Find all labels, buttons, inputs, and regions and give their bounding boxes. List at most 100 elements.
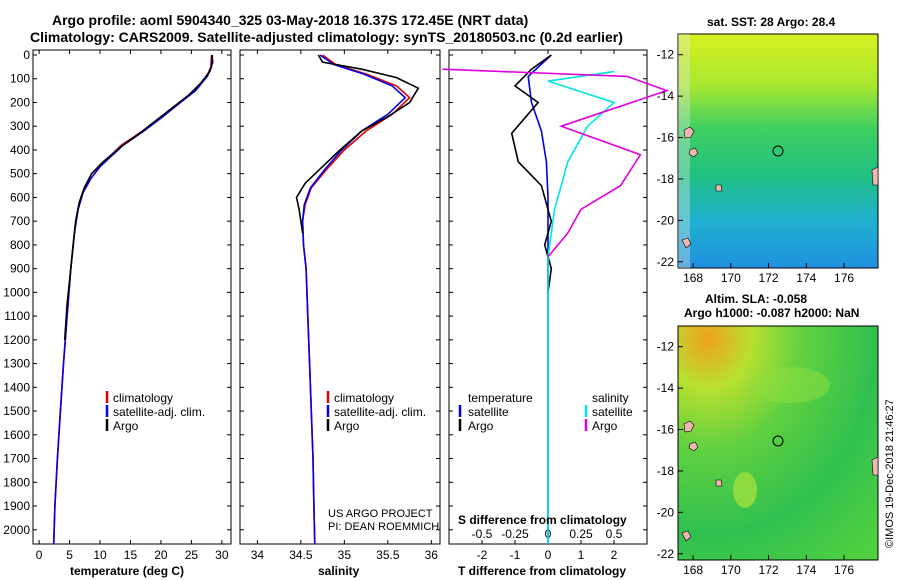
depth-tick-label: 1600	[3, 428, 30, 442]
map-lon-tick-label: 172	[759, 271, 779, 285]
depth-tick-label: 1100	[4, 309, 30, 323]
temperature-xtick-label: 30	[215, 548, 229, 562]
difference-xtick-label: -2	[477, 548, 488, 562]
temperature-panel	[32, 49, 232, 545]
difference-series-argo	[442, 68, 670, 258]
map-lat-tick-label: -14	[657, 89, 675, 103]
temperature-series-satellite-adj-clim-	[52, 54, 213, 545]
legend-satellite-adj: satellite-adj. clim.	[334, 405, 426, 419]
temperature-xtick-label: 20	[154, 548, 168, 562]
depth-axis: 0 100 200 300 400 500 600 700 800 900 1000 1100 1200…	[3, 48, 647, 537]
depth-tick-label: 700	[10, 214, 30, 228]
map-lon-tick-label: 176	[834, 271, 854, 285]
map-lon-tick-label: 176	[834, 563, 854, 577]
salinity-series-satellite-adj-clim-	[301, 54, 407, 545]
temperature-xtick-label: 5	[66, 548, 73, 562]
difference-xtick-label: 2	[611, 548, 618, 562]
salinity-series-argo	[295, 54, 420, 234]
sla-map	[677, 325, 879, 561]
difference-series-satellite	[527, 54, 552, 544]
s-diff-tick-label: -0.25	[501, 527, 529, 541]
map-lat-tick-label: -20	[657, 213, 675, 227]
legend-argo: Argo	[334, 419, 360, 433]
legend-s-satellite: satellite	[592, 405, 633, 419]
difference-series-satellite	[547, 70, 616, 544]
depth-tick-label: 1800	[3, 475, 30, 489]
title-line-2: Climatology: CARS2009. Satellite-adjuste…	[30, 29, 623, 45]
sla-map-title-2: Argo h1000: -0.087 h2000: NaN	[684, 306, 859, 320]
sst-map-title: sat. SST: 28 Argo: 28.4	[707, 15, 836, 29]
depth-tick-label: 1400	[3, 380, 30, 394]
map-lon-tick-label: 170	[721, 271, 741, 285]
legend-salinity-title: salinity	[592, 391, 629, 405]
salinity-xtick-label: 35.5	[376, 548, 400, 562]
depth-tick-label: 200	[10, 95, 30, 109]
temperature-xtick-label: 15	[124, 548, 138, 562]
salinity-xtick-label: 35	[338, 548, 352, 562]
depth-tick-label: 900	[10, 262, 30, 276]
profile-series	[52, 54, 670, 545]
difference-series-argo	[510, 54, 553, 293]
legend-t-satellite: satellite	[468, 405, 509, 419]
temperature-xtick-label: 0	[36, 548, 43, 562]
map-lon-tick-label: 168	[683, 271, 703, 285]
map-lat-tick-label: -22	[657, 255, 675, 269]
legend-temperature-title: temperature	[468, 391, 533, 405]
depth-tick-label: 300	[10, 119, 30, 133]
argo-location-marker	[772, 435, 784, 447]
depth-tick-label: 100	[10, 72, 30, 86]
s-diff-tick-label: 0.5	[606, 527, 623, 541]
temperature-xtick-label: 25	[185, 548, 199, 562]
s-diff-tick-label: -0.5	[472, 527, 493, 541]
legend-satellite-adj: satellite-adj. clim.	[113, 405, 205, 419]
depth-tick-label: 800	[10, 238, 30, 252]
s-diff-tick-label: 0.25	[569, 527, 593, 541]
temperature-series-argo	[63, 54, 214, 340]
depth-tick-label: 1500	[3, 404, 30, 418]
map-axes: -12 -14 -16 -18 -20 -22 168 170 172 174 176 -12 -14 -…	[657, 48, 855, 577]
legend-argo: Argo	[113, 419, 139, 433]
map-lon-tick-label: 174	[796, 271, 816, 285]
map-lat-tick-label: -20	[657, 505, 675, 519]
island-shapes	[681, 126, 723, 249]
legend-climatology: climatology	[334, 391, 394, 405]
temperature-xlabel: temperature (deg C)	[70, 564, 184, 578]
map-lat-tick-label: -16	[657, 131, 675, 145]
map-lat-tick-label: -12	[657, 48, 675, 62]
sst-field	[677, 33, 879, 269]
map-lon-tick-label: 174	[796, 563, 816, 577]
depth-tick-label: 1900	[3, 499, 30, 513]
map-lat-tick-label: -22	[657, 547, 675, 561]
salinity-xtick-label: 36	[425, 548, 439, 562]
salinity-legend: climatology satellite-adj. clim. Argo	[326, 391, 426, 433]
difference-legend: temperature satellite Argo salinity sate…	[458, 391, 633, 433]
difference-xtick-label: 0	[545, 548, 552, 562]
depth-tick-label: 600	[10, 190, 30, 204]
title-line-1: Argo profile: aoml 5904340_325 03-May-20…	[52, 12, 528, 28]
depth-tick-label: 0	[23, 48, 30, 62]
map-lat-tick-label: -18	[657, 172, 675, 186]
difference-xtick-label: 1	[578, 548, 585, 562]
difference-xlabel: T difference from climatology	[458, 564, 626, 578]
depth-tick-label: 1000	[3, 285, 30, 299]
map-lat-tick-label: -18	[657, 464, 675, 478]
sla-field	[677, 325, 879, 561]
map-lon-tick-label: 168	[683, 563, 703, 577]
island-shapes	[681, 420, 723, 542]
map-lat-tick-label: -12	[657, 340, 675, 354]
salinity-panel	[239, 49, 441, 545]
salinity-xlabel: salinity	[318, 564, 360, 578]
argo-location-marker	[772, 145, 784, 157]
salinity-xtick-label: 34.5	[289, 548, 313, 562]
s-difference-label: S difference from climatology	[458, 513, 627, 527]
sla-map-title-1: Altim. SLA: -0.058	[705, 292, 807, 306]
depth-tick-label: 2000	[3, 523, 30, 537]
credit-text: ©IMOS 19-Dec-2018 21:46:27	[884, 399, 896, 548]
map-lat-tick-label: -16	[657, 423, 675, 437]
map-lon-tick-label: 170	[721, 563, 741, 577]
sst-map	[677, 33, 879, 269]
project-note: US ARGO PROJECT	[328, 508, 433, 520]
legend-climatology: climatology	[113, 391, 173, 405]
legend-t-argo: Argo	[468, 419, 494, 433]
